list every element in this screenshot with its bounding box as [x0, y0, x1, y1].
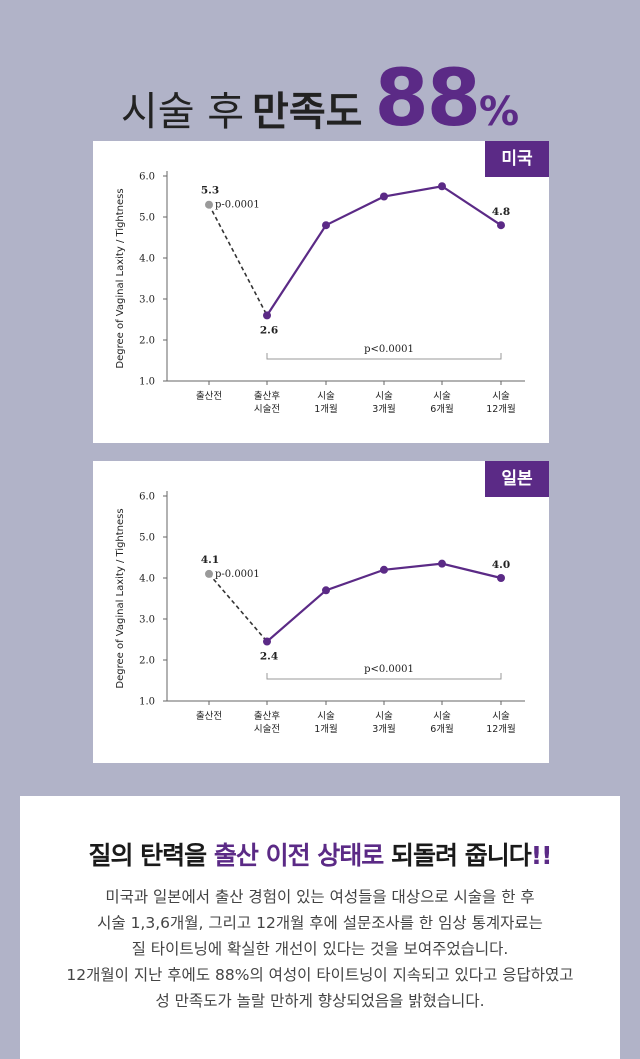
- chart-japan: 1.0 2.0 3.0 4.0 5.0 6.0 Degree of Vaginal Laxi…: [115, 491, 525, 735]
- y-tick-label: 1.0: [139, 377, 155, 388]
- x-tick-label: 6개월: [430, 403, 454, 415]
- p-value-annotation: p<0.0001: [364, 664, 414, 675]
- x-tick-label: 12개월: [486, 403, 516, 415]
- x-tick-label: 시술: [492, 391, 510, 402]
- chart-card-japan: 1.0 2.0 3.0 4.0 5.0 6.0 Degree of Vaginal Laxi…: [93, 461, 549, 763]
- data-label: 4.8: [492, 206, 510, 218]
- y-axis-label: Degree of Vaginal Laxity / Tightness: [115, 508, 126, 688]
- x-tick-label: 시술: [433, 391, 451, 402]
- p-value-annotation: p-0.0001: [215, 200, 260, 211]
- summary-title-c: 되돌려 줍니다: [391, 841, 532, 870]
- x-tick-label: 출산후: [254, 711, 280, 722]
- country-badge-usa: 미국: [485, 141, 549, 177]
- summary-panel: 질의 탄력을 출산 이전 상태로 되돌려 줍니다!! 미국과 일본에서 출산 경…: [20, 796, 620, 1059]
- y-tick-label: 5.0: [139, 533, 155, 544]
- dashed-segment: [208, 204, 268, 316]
- x-tick-label: 6개월: [430, 723, 454, 735]
- summary-line: 질 타이트닝에 확실한 개선이 있다는 것을 보여주었습니다.: [131, 940, 509, 958]
- dashed-segment: [208, 573, 268, 643]
- data-label: 4.1: [201, 554, 219, 566]
- summary-title-d: !!: [530, 841, 553, 870]
- headline: 시술 후 만족도 88%: [0, 60, 640, 138]
- summary-line: 성 만족도가 놀랄 만하게 향상되었음을 밝혔습니다.: [155, 992, 485, 1010]
- x-tick-label: 출산전: [196, 391, 222, 402]
- summary-title-b: 출산 이전 상태로: [213, 841, 384, 870]
- x-tick-label: 시술: [317, 391, 335, 402]
- y-tick-label: 6.0: [139, 172, 155, 183]
- x-tick-label: 1개월: [314, 403, 338, 415]
- x-tick-label: 1개월: [314, 723, 338, 735]
- headline-part1: 시술 후: [120, 89, 245, 135]
- series-line: [266, 562, 502, 643]
- data-label: 2.4: [260, 651, 278, 663]
- data-point: [205, 200, 213, 209]
- y-tick-label: 4.0: [139, 574, 155, 585]
- significance-bracket: [266, 673, 502, 680]
- x-tick-label: 출산전: [196, 711, 222, 722]
- chart-usa: 1.0 2.0 3.0 4.0 5.0 6.0 Degree of Vaginal Laxi…: [115, 171, 525, 415]
- satisfaction-percent: %: [479, 89, 520, 135]
- data-point: [438, 182, 446, 191]
- country-badge-japan: 일본: [485, 461, 549, 497]
- x-tick-label: 시술: [433, 711, 451, 722]
- data-point: [497, 574, 505, 582]
- y-tick-label: 2.0: [139, 656, 155, 667]
- x-tick-label: 시술: [375, 711, 393, 722]
- data-point: [263, 637, 271, 646]
- x-tick-label: 시술전: [254, 724, 280, 735]
- y-tick-label: 4.0: [139, 254, 155, 265]
- chart-card-usa: 1.0 2.0 3.0 4.0 5.0 6.0 Degree of Vaginal Laxi…: [93, 141, 549, 443]
- x-tick-label: 12개월: [486, 723, 516, 735]
- data-label: 5.3: [201, 185, 219, 197]
- p-value-annotation: p-0.0001: [215, 569, 260, 580]
- data-point: [322, 586, 330, 595]
- data-point: [263, 311, 271, 320]
- data-point: [380, 565, 388, 574]
- x-tick-label: 3개월: [372, 403, 396, 415]
- data-point: [438, 559, 446, 568]
- y-tick-label: 3.0: [139, 295, 155, 306]
- x-tick-label: 시술: [317, 711, 335, 722]
- data-point: [380, 192, 388, 201]
- summary-title-a: 질의 탄력을: [88, 841, 207, 870]
- summary-body: 미국과 일본에서 출산 경험이 있는 여성들을 대상으로 시술을 한 후 시술 …: [20, 884, 620, 1014]
- y-tick-label: 5.0: [139, 213, 155, 224]
- x-tick-label: 시술: [492, 711, 510, 722]
- series-line: [266, 185, 502, 317]
- data-label: 4.0: [492, 559, 510, 571]
- x-tick-label: 출산후: [254, 391, 280, 402]
- satisfaction-number: 88: [374, 54, 481, 144]
- data-point: [322, 221, 330, 230]
- summary-title: 질의 탄력을 출산 이전 상태로 되돌려 줍니다!!: [20, 836, 620, 872]
- headline-part2: 만족도: [252, 89, 363, 135]
- y-tick-label: 3.0: [139, 615, 155, 626]
- x-tick-label: 시술: [375, 391, 393, 402]
- x-tick-label: 3개월: [372, 723, 396, 735]
- data-point: [205, 569, 213, 578]
- x-tick-label: 시술전: [254, 404, 280, 415]
- summary-line: 시술 1,3,6개월, 그리고 12개월 후에 설문조사를 한 임상 통계자료는: [97, 914, 543, 932]
- y-axis-label: Degree of Vaginal Laxity / Tightness: [115, 188, 126, 368]
- y-tick-label: 1.0: [139, 697, 155, 708]
- significance-bracket: [266, 353, 502, 360]
- p-value-annotation: p<0.0001: [364, 344, 414, 355]
- data-point: [497, 221, 505, 230]
- summary-line: 미국과 일본에서 출산 경험이 있는 여성들을 대상으로 시술을 한 후: [105, 888, 535, 906]
- summary-line: 12개월이 지난 후에도 88%의 여성이 타이트닝이 지속되고 있다고 응답하…: [66, 966, 574, 984]
- y-tick-label: 6.0: [139, 492, 155, 503]
- y-tick-label: 2.0: [139, 336, 155, 347]
- data-label: 2.6: [260, 324, 278, 336]
